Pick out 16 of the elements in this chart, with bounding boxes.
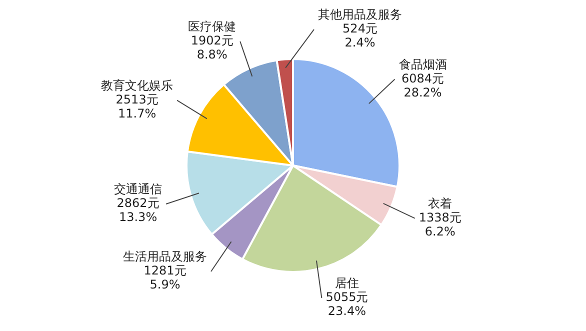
data-label: 2862元 13.3% [116, 196, 160, 224]
slice-label: 交通通信 [114, 182, 162, 196]
data-label: 524元 2.4% [342, 22, 378, 50]
slice-label: 衣着 [428, 196, 452, 210]
data-label: 2513元 11.7% [116, 92, 158, 120]
slice-label: 食品烟酒 [398, 57, 447, 72]
data-label: 6084元 28.2% [402, 71, 444, 100]
slice-label: 教育文化娱乐 [101, 78, 174, 92]
slice-label: 生活用品及服务 [123, 250, 208, 264]
slice-label: 居住 [334, 276, 359, 290]
data-label: 1281元 5.9% [144, 264, 186, 292]
data-label: 1902元 8.8% [190, 34, 234, 62]
data-label: 1338元 6.2% [418, 210, 462, 238]
data-label: 5055元 23.4% [326, 290, 368, 318]
slice-label: 其他用品及服务 [318, 8, 402, 22]
slice-label: 医疗保健 [188, 20, 236, 34]
